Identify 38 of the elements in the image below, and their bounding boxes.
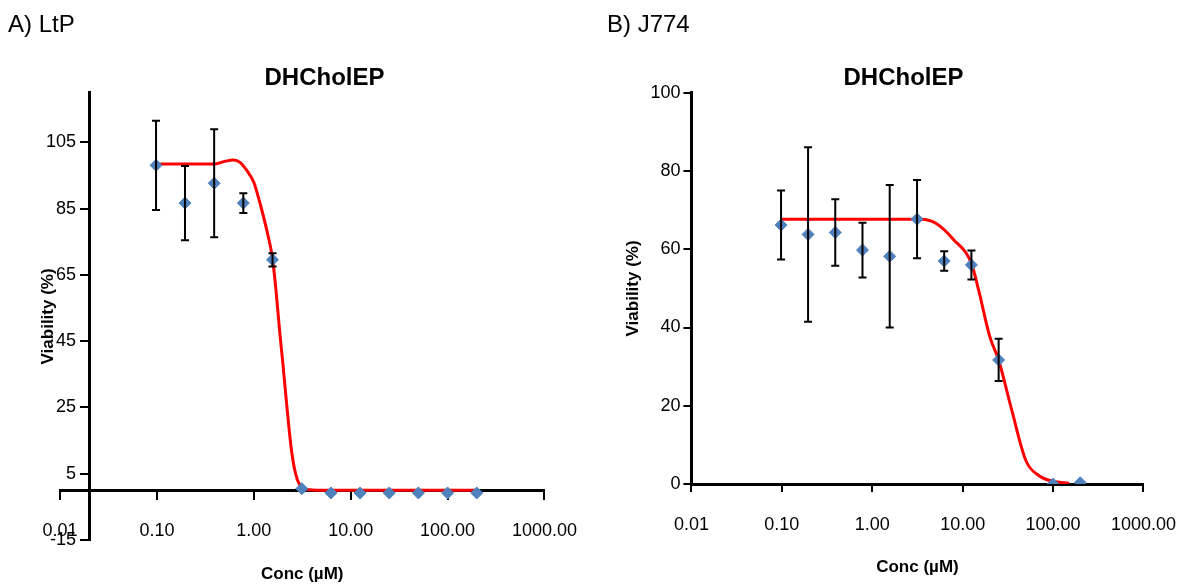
point [353,486,367,500]
chart-subtitle: A) LtP [8,10,75,38]
y-axis-title: Viability (%) [37,268,57,365]
x-tick-label: 1000.00 [511,520,578,541]
y-tick-label: 0 [670,472,681,493]
y-tick-label: 20 [660,394,681,415]
x-tick-label: 10.00 [940,513,986,534]
x-tick-label: 100.00 [420,520,476,541]
point [470,486,484,500]
x-axis-title: Conc (µM) [260,563,344,583]
x-axis-title: Conc (µM) [876,557,959,577]
chart-subtitle: B) J774 [607,10,690,38]
chart-title: DHCholEP [264,63,385,91]
x-tick-label: 0.10 [764,513,800,534]
y-tick-label: 100 [650,81,681,102]
x-tick-label: 1.00 [236,520,272,541]
x-tick-label: 1000.00 [1110,513,1177,534]
y-tick-label: 25 [56,396,77,417]
y-tick-label: 40 [660,316,681,337]
y-tick-label: 80 [660,160,681,181]
point [411,486,425,500]
y-tick-label: 85 [56,197,77,218]
x-tick-label: 100.00 [1025,513,1081,534]
y-axis-title: Viability (%) [622,240,642,337]
point [295,482,309,496]
x-tick-label: 1.00 [854,513,890,534]
point [441,486,455,500]
point [382,486,396,500]
point [324,486,338,500]
x-tick-label: 10.00 [328,520,374,541]
y-tick-label: 45 [56,330,77,351]
x-tick-label: 0.10 [139,520,175,541]
y-tick-label: 65 [56,263,77,284]
y-tick-label: 60 [660,238,681,259]
y-tick-label: 105 [46,131,77,152]
y-tick-label: 5 [66,462,77,483]
chart-title: DHCholEP [843,63,964,91]
x-tick-label: 0.01 [673,513,709,534]
